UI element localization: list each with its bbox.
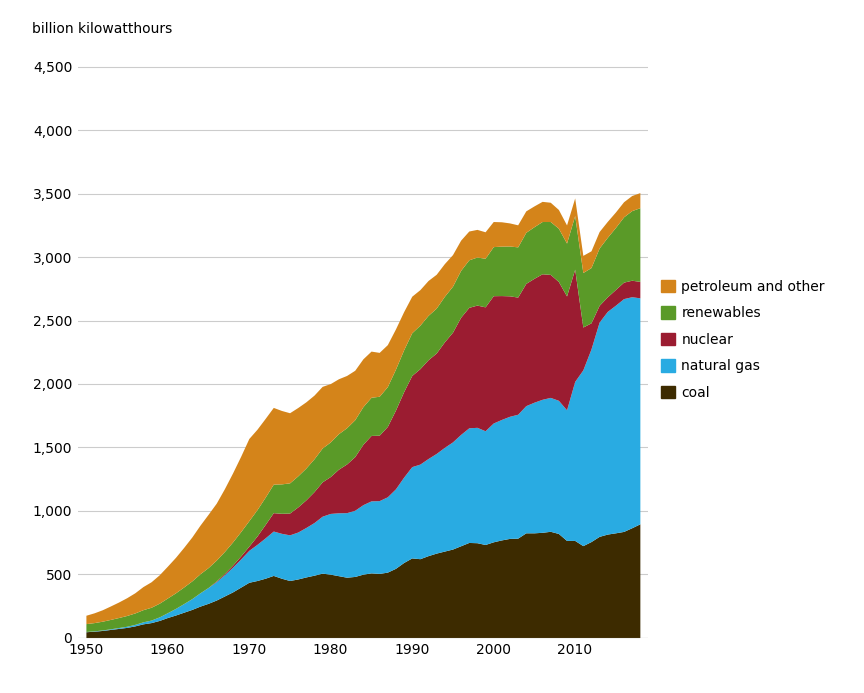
Text: billion kilowatthours: billion kilowatthours xyxy=(32,21,173,35)
Legend: petroleum and other, renewables, nuclear, natural gas, coal: petroleum and other, renewables, nuclear… xyxy=(661,279,825,400)
